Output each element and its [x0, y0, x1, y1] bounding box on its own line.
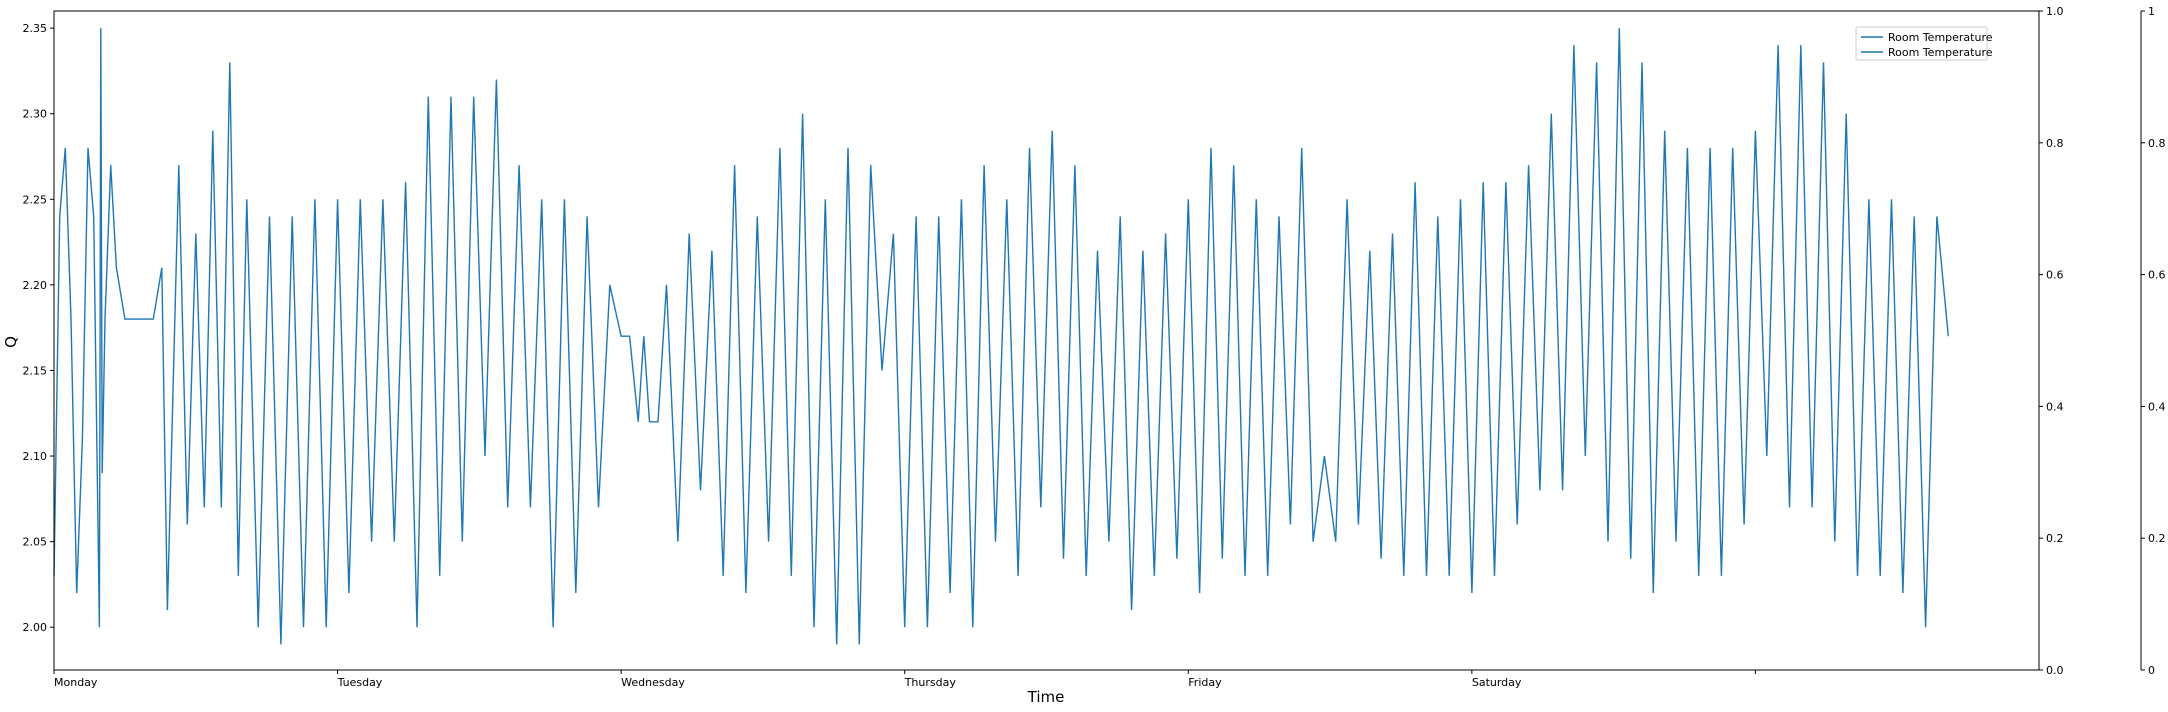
y-axis-label: Q [2, 336, 20, 348]
right-axis-2-tick-label: 0.4 [2148, 400, 2166, 413]
legend: Room Temperature Room Temperature [1855, 26, 1993, 61]
plot-frame [53, 10, 2040, 671]
right-axis-1-tick-label: 0.2 [2046, 532, 2064, 545]
series-line-room-temperature [53, 28, 1949, 645]
right-axis-1-tick-label: 0.6 [2046, 269, 2064, 282]
y-tick-label: 2.20 [23, 279, 48, 292]
right-axis-2-tick-label: 0.2 [2148, 532, 2166, 545]
x-tick-label: Thursday [904, 676, 957, 689]
right-axis-1-tick-label: 0.8 [2046, 137, 2064, 150]
y-tick-label: 2.35 [23, 22, 48, 35]
legend-box [1855, 26, 1988, 61]
y-tick-label: 2.10 [23, 450, 48, 463]
legend-entry-2: Room Temperature [1888, 46, 1993, 59]
x-tick-label: Saturday [1472, 676, 1522, 689]
y-tick-label: 2.15 [23, 364, 48, 377]
x-tick-label: Wednesday [621, 676, 685, 689]
y-axis: 2.00 2.05 2.10 2.15 2.20 2.25 2.30 2.35 [23, 22, 54, 634]
right-axis-2-tick-label: 0.8 [2148, 137, 2166, 150]
right-axis-2: 0 0.2 0.4 0.6 0.8 1 [2141, 5, 2166, 677]
y-tick-label: 2.05 [23, 536, 48, 549]
x-tick-label: Friday [1188, 676, 1222, 689]
y-tick-label: 2.30 [23, 108, 48, 121]
x-axis-label: Time [1027, 688, 1065, 706]
x-axis: Monday Tuesday Wednesday Thursday Friday Satu… [53, 670, 1756, 689]
right-axis-1: 0.0 0.2 0.4 0.6 0.8 1.0 [2039, 5, 2064, 677]
right-axis-2-tick-label: 0 [2148, 664, 2155, 677]
right-axis-2-tick-label: 0.6 [2148, 269, 2166, 282]
right-axis-1-tick-label: 0.4 [2046, 400, 2064, 413]
right-axis-1-tick-label: 1.0 [2046, 5, 2064, 18]
x-tick-label: Tuesday [337, 676, 383, 689]
legend-entry-1: Room Temperature [1888, 31, 1993, 44]
y-tick-label: 2.00 [23, 621, 48, 634]
x-tick-label: Monday [54, 676, 98, 689]
right-axis-1-tick-label: 0.0 [2046, 664, 2064, 677]
y-tick-label: 2.25 [23, 193, 48, 206]
right-axis-2-tick-label: 1 [2148, 5, 2155, 18]
